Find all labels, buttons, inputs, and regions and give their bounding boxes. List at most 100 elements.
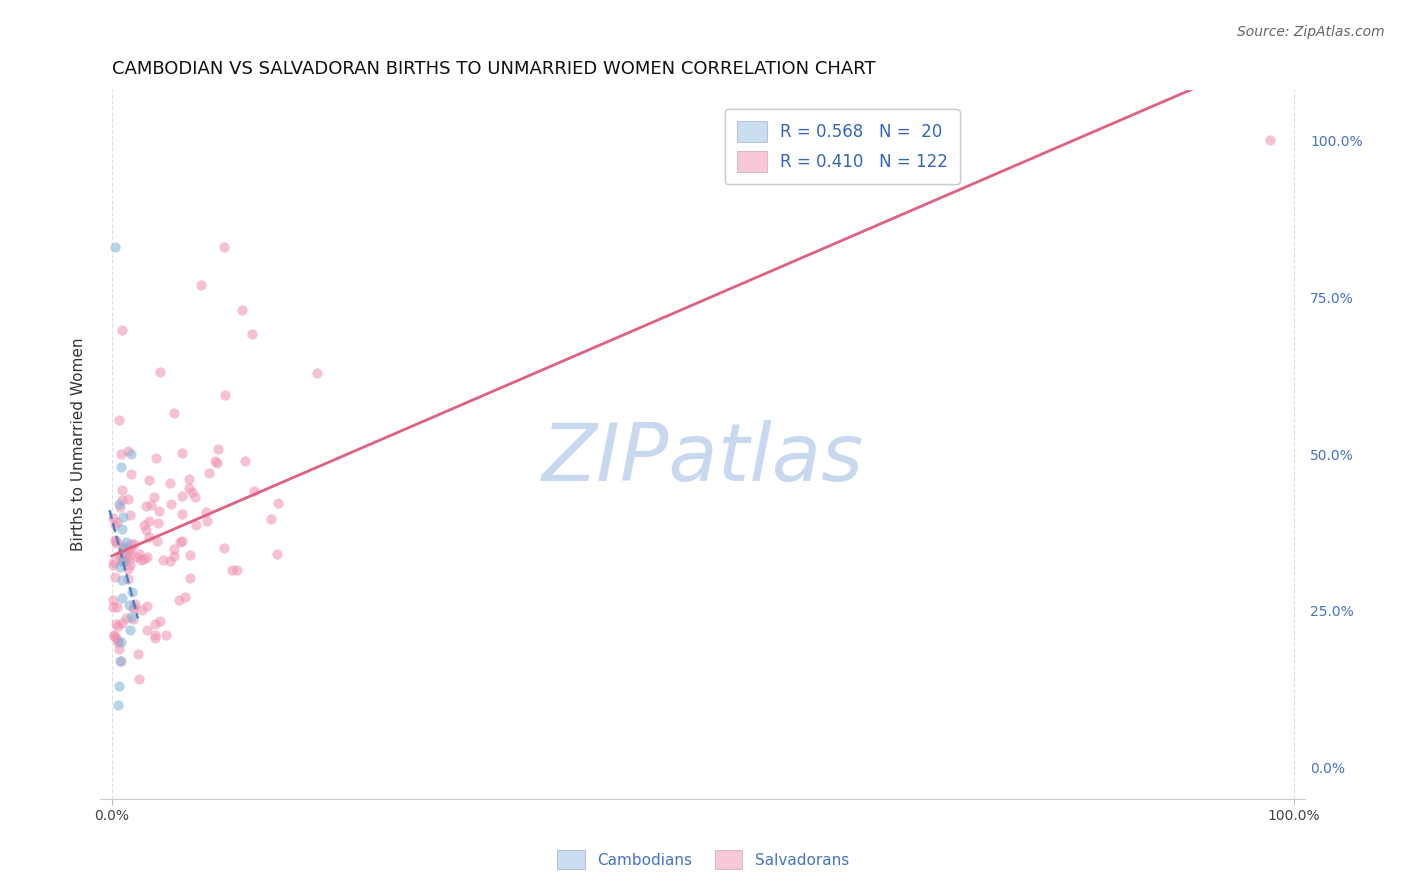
Point [103, 555, 125, 569]
Point [186, 517, 208, 532]
Point [120, 610, 142, 624]
Point [118, 553, 141, 567]
Point [138, 529, 160, 543]
Point [104, 240, 127, 254]
Text: Source: ZipAtlas.com: Source: ZipAtlas.com [1237, 25, 1385, 39]
Point [177, 481, 200, 495]
Point [121, 585, 143, 599]
Point [214, 541, 236, 556]
Point [214, 388, 236, 402]
Point [111, 546, 134, 560]
Point [170, 534, 193, 549]
Point [136, 550, 159, 565]
Point [149, 365, 172, 379]
Point [117, 492, 139, 507]
Point [131, 603, 153, 617]
Point [233, 454, 256, 468]
Point [120, 447, 142, 461]
Point [107, 679, 129, 693]
Point [159, 476, 181, 491]
Point [114, 552, 136, 566]
Point [118, 598, 141, 612]
Point [138, 473, 160, 487]
Point [243, 483, 266, 498]
Point [108, 412, 131, 426]
Point [139, 498, 162, 512]
Point [128, 673, 150, 687]
Text: ZIPatlas: ZIPatlas [541, 420, 863, 498]
Point [152, 553, 174, 567]
Point [115, 546, 138, 560]
Point [231, 302, 253, 317]
Point [115, 534, 138, 549]
Point [167, 593, 190, 607]
Point [127, 648, 149, 662]
Point [110, 654, 132, 668]
Point [101, 599, 124, 614]
Point [112, 509, 135, 524]
Point [104, 617, 127, 632]
Point [207, 456, 229, 470]
Point [107, 698, 129, 712]
Point [128, 547, 150, 561]
Point [170, 446, 193, 460]
Point [163, 541, 186, 556]
Point [266, 495, 288, 509]
Point [120, 536, 142, 550]
Point [107, 635, 129, 649]
Point [107, 634, 129, 648]
Point [159, 554, 181, 568]
Point [204, 454, 226, 468]
Point [110, 654, 132, 668]
Point [118, 558, 141, 573]
Point [155, 628, 177, 642]
Point [148, 504, 170, 518]
Point [117, 443, 139, 458]
Point [120, 467, 142, 481]
Point [138, 515, 160, 529]
Point [163, 549, 186, 564]
Point [134, 518, 156, 533]
Point [135, 499, 157, 513]
Point [190, 277, 212, 292]
Y-axis label: Births to Unmarried Women: Births to Unmarried Women [72, 338, 86, 551]
Point [226, 562, 249, 576]
Point [110, 554, 132, 568]
Point [103, 628, 125, 642]
Point [108, 641, 131, 656]
Point [122, 599, 145, 614]
Point [101, 593, 124, 607]
Point [105, 600, 128, 615]
Point [184, 490, 207, 504]
Point [170, 489, 193, 503]
Point [135, 623, 157, 637]
Point [135, 523, 157, 537]
Text: CAMBODIAN VS SALVADORAN BIRTHS TO UNMARRIED WOMEN CORRELATION CHART: CAMBODIAN VS SALVADORAN BIRTHS TO UNMARR… [112, 60, 876, 78]
Point [122, 537, 145, 551]
Point [104, 518, 127, 533]
Point [212, 240, 235, 254]
Point [111, 554, 134, 568]
Point [111, 492, 134, 507]
Point [124, 597, 146, 611]
Point [172, 507, 194, 521]
Point [110, 447, 132, 461]
Point [143, 631, 166, 645]
Point [143, 491, 166, 505]
Point [145, 628, 167, 642]
Point [101, 511, 124, 525]
Point [134, 552, 156, 566]
Point [115, 611, 138, 625]
Point [1258, 133, 1281, 147]
Point [111, 541, 134, 556]
Point [105, 515, 128, 529]
Point [266, 547, 288, 561]
Legend: Cambodians, Salvadorans: Cambodians, Salvadorans [551, 844, 855, 875]
Point [146, 516, 169, 530]
Point [149, 614, 172, 628]
Point [107, 619, 129, 633]
Point [207, 442, 229, 456]
Point [125, 549, 148, 564]
Point [112, 539, 135, 553]
Point [194, 505, 217, 519]
